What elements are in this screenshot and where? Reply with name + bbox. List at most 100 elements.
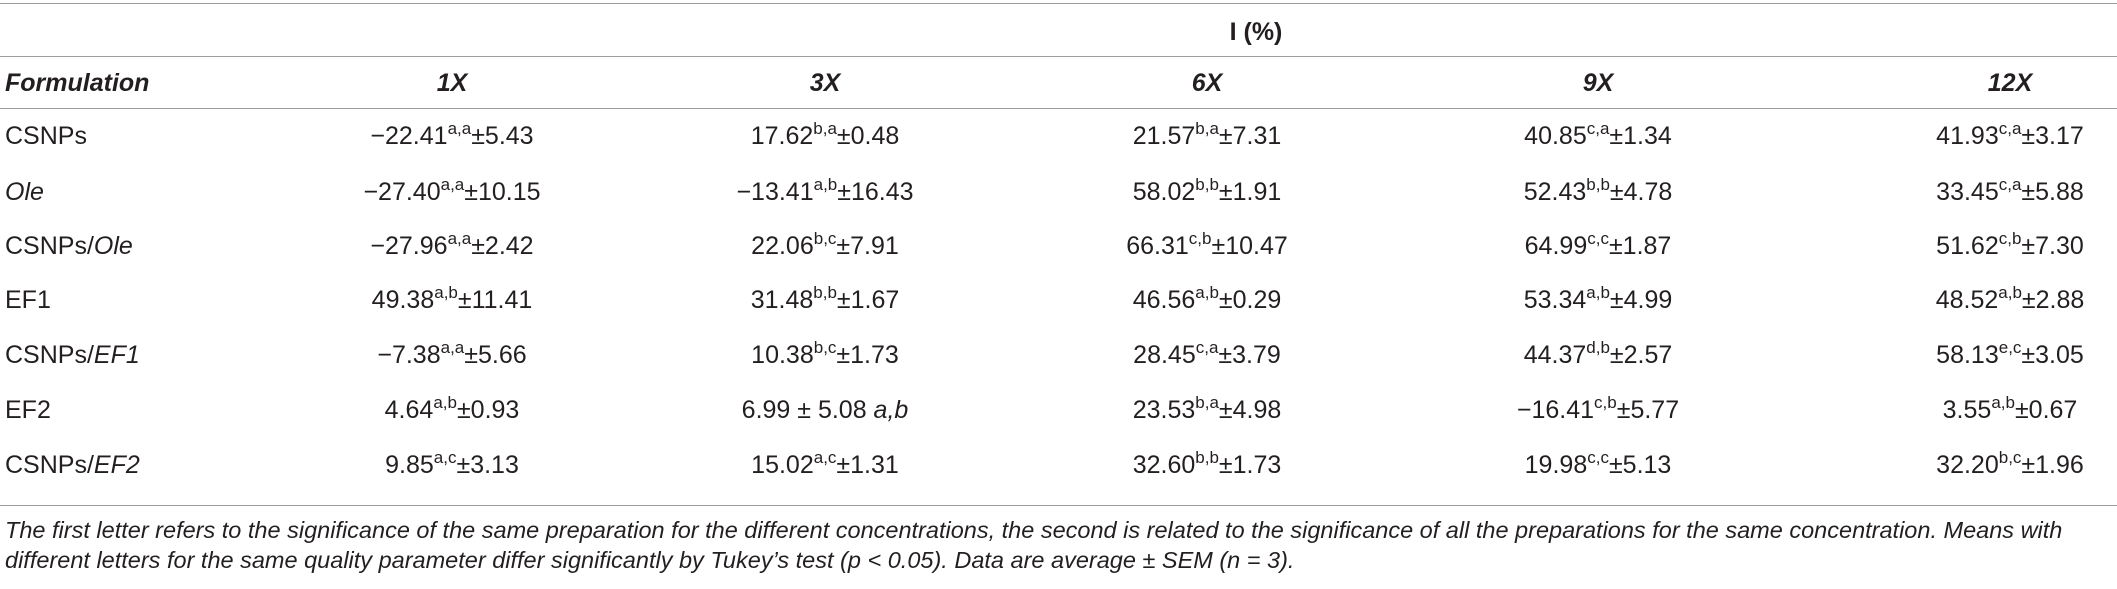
table-row: EF2 4.64a,b±0.93 6.99 ± 5.08 a,b 23.53b,a±4… [0,386,2117,434]
significance-letters: a,b [1991,393,2015,412]
column-header-row: Formulation 1X 3X 6X 9X 12X [0,59,2117,107]
mean-value: 15.02 [751,451,814,479]
formulation-name-plain: CSNPs [5,122,87,150]
mean-value: 64.99 [1524,232,1588,260]
error-value: ±7.31 [1218,122,1282,150]
value-cell: −27.96a,a±2.42 [370,222,533,270]
formulation-name: EF2 [5,386,51,434]
column-header-3x: 3X [809,69,841,97]
mean-value: 48.52 [1935,286,1999,314]
mean-value: 21.57 [1132,122,1196,150]
significance-letters: b,b [813,283,837,302]
value-cell: 3.55a,b±0.67 [1943,386,2078,434]
value-cell: −7.38a,a±5.66 [377,331,526,379]
error-value: ±1.31 [836,451,899,479]
value-cell: 53.34a,b±4.99 [1524,276,1673,324]
formulation-name: CSNPs/EF1 [5,331,140,379]
mean-value: 58.02 [1132,178,1196,206]
value-cell: 52.43b,b±4.78 [1524,168,1673,216]
mean-value: 49.38 [371,286,435,314]
significance-letters: a,b [1195,283,1219,302]
value-cell: 28.45c,a±3.79 [1133,331,1281,379]
mean-value: 19.98 [1524,451,1588,479]
table-row: Ole −27.40a,a±10.15 −13.41a,b±16.43 58.02b,… [0,168,2117,216]
mean-value: 44.37 [1523,341,1587,369]
formulation-name-italic: EF1 [93,341,140,369]
significance-letters: b,c [813,338,837,357]
mean-value: 41.93 [1936,122,1999,150]
significance-letters: b,b [1195,448,1219,467]
error-value: ±3.79 [1218,341,1281,369]
mean-value: 52.43 [1523,178,1587,206]
value-cell: 46.56a,b±0.29 [1133,276,1282,324]
formulation-name: CSNPs/Ole [5,222,133,270]
column-header-12x: 12X [1987,69,2033,97]
significance-letters: a,b [1998,283,2022,302]
error-value: ±3.05 [2021,341,2084,369]
significance-letters: c,b [1594,393,1617,412]
significance-letters: b,a [1195,119,1219,138]
bottom-rule [0,505,2117,506]
mean-value: 4.64 [384,396,434,424]
significance-letters: b,b [1586,175,1610,194]
value-cell: 66.31c,b±10.47 [1126,222,1288,270]
significance-letters: c,a [1998,119,2022,138]
formulation-name-plain: CSNPs/ [5,232,94,260]
significance-letters: a,b [1586,283,1610,302]
formulation-name: CSNPs [5,112,87,160]
table-row: CSNPs/Ole −27.96a,a±2.42 22.06b,c±7.91 66.3… [0,222,2117,270]
mean-value: 32.20 [1936,451,1999,479]
value-cell: 21.57b,a±7.31 [1133,112,1282,160]
table-row: CSNPs/EF2 9.85a,c±3.13 15.02a,c±1.31 32.60b… [0,441,2117,489]
table-footnote: The first letter refers to the significa… [5,517,2063,573]
top-rule [0,3,2117,4]
formulation-name-italic: Ole [5,178,44,206]
value-cell: 44.37d,b±2.57 [1524,331,1673,379]
formulation-name-plain: EF2 [5,396,51,424]
value-cell: 22.06b,c±7.91 [751,222,899,270]
value-cell: 32.20b,c±1.96 [1936,441,2084,489]
error-value: ±2.57 [1609,341,1673,369]
significance-letters: b,a [813,119,837,138]
mean-value: 46.56 [1132,286,1196,314]
mean-value: 40.85 [1524,122,1587,150]
error-value: ±0.67 [2014,396,2078,424]
value-cell: −27.40a,a±10.15 [363,168,540,216]
significance-letters: c,a [1195,338,1219,357]
value-cell: 58.02b,b±1.91 [1133,168,1282,216]
value-cell: 48.52a,b±2.88 [1936,276,2085,324]
error-value: ±0.93 [456,396,520,424]
significance-letters: b,c [1998,448,2022,467]
error-value: ±5.13 [1608,451,1672,479]
mean-value: 3.55 [1942,396,1992,424]
mean-value: 28.45 [1133,341,1196,369]
error-value: ±1.73 [836,341,899,369]
error-value: ±3.17 [2021,122,2084,150]
formulation-name: Ole [5,168,44,216]
header-rule [0,108,2117,109]
mean-value: −16.41 [1516,396,1595,424]
error-value: ±5.88 [2021,178,2084,206]
error-value: ±4.78 [1609,178,1673,206]
formulation-name: EF1 [5,276,51,324]
mean-value: −13.41 [736,178,814,206]
significance-letters: a,c [433,448,457,467]
mean-value: 33.45 [1936,178,1999,206]
error-value: ±5.43 [471,122,534,150]
mean-value: 31.48 [750,286,814,314]
error-value: ±7.30 [2021,232,2084,260]
error-value: ±10.15 [464,178,541,206]
error-value: ±1.91 [1218,178,1282,206]
value-cell: 41.93c,a±3.17 [1936,112,2084,160]
column-header-9x: 9X [1582,69,1614,97]
mean-value: 51.62 [1936,232,1999,260]
value-cell: 58.13e,c±3.05 [1936,331,2084,379]
mean-value: 10.38 [751,341,814,369]
error-value: ±1.73 [1218,451,1282,479]
value-cell: 6.99 ± 5.08 a,b [742,386,909,434]
significance-letters: c,b [1998,229,2022,248]
value-cell: 64.99c,c±1.87 [1525,222,1672,270]
formulation-name-italic: Ole [93,232,133,260]
error-value: ±10.47 [1211,232,1288,260]
mean-value: −27.96 [370,232,448,260]
